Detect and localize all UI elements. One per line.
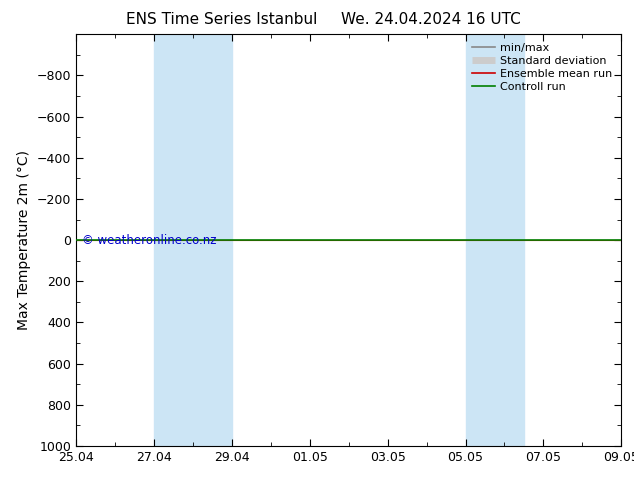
- Legend: min/max, Standard deviation, Ensemble mean run, Controll run: min/max, Standard deviation, Ensemble me…: [469, 40, 616, 95]
- Bar: [154, 34, 232, 446]
- Text: ENS Time Series Istanbul: ENS Time Series Istanbul: [126, 12, 318, 27]
- Text: © weatheronline.co.nz: © weatheronline.co.nz: [82, 234, 216, 246]
- Bar: [465, 34, 524, 446]
- Text: We. 24.04.2024 16 UTC: We. 24.04.2024 16 UTC: [341, 12, 521, 27]
- Y-axis label: Max Temperature 2m (°C): Max Temperature 2m (°C): [17, 150, 31, 330]
